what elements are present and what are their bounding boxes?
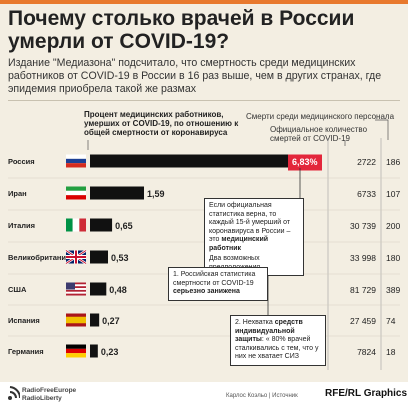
note-ppe-colon: :	[261, 336, 266, 343]
flag-usa-stripe	[66, 293, 86, 296]
official-deaths-value: 6733	[357, 189, 376, 199]
flag-usa-canton	[66, 282, 75, 290]
flag-usa-stripe	[66, 284, 86, 287]
medical-deaths-value: 200	[386, 221, 400, 231]
flag-iran-stripe	[66, 190, 86, 196]
flag-russia-stripe	[66, 158, 86, 164]
note-ppe-bold: средств индивидуальной защиты	[235, 319, 303, 343]
note-medical-worker-text: Если официальная статистика верна, то ка…	[209, 202, 291, 243]
flag-usa-stripe	[66, 289, 86, 292]
country-label: США	[8, 285, 27, 294]
bar-value-label: 0,23	[101, 347, 119, 357]
medical-deaths-value: 180	[386, 253, 400, 263]
top-accent-bar	[0, 0, 408, 4]
flag-italy-stripe	[66, 218, 73, 232]
flag-spain-band	[66, 316, 86, 324]
country-label: Великобритания	[8, 253, 70, 262]
flag-germany-stripe	[66, 353, 86, 358]
data-bar	[90, 282, 107, 296]
medical-deaths-value: 74	[386, 316, 396, 326]
data-bar	[90, 154, 322, 168]
note-statistics-text: 1. Российская статистика смертности от C…	[173, 271, 256, 287]
official-deaths-value: 30 739	[350, 221, 376, 231]
note-ppe-text: 2. Нехватка	[235, 319, 275, 326]
flag-usa-stripe	[66, 291, 86, 294]
page-title: Почему столько врачей в России умерли от…	[8, 7, 355, 53]
medical-deaths-value: 186	[386, 157, 400, 167]
flag-germany-stripe	[66, 344, 86, 349]
official-deaths-column-header: Официальное количество смертей от COVID-…	[270, 125, 368, 143]
medical-deaths-column-header: Смерти среди медицинского персонала	[246, 112, 395, 121]
data-bar	[90, 250, 109, 264]
rferl-graphics-brand: RFE/RL Graphics	[325, 388, 408, 399]
note-medical-worker-bold: медицинский работник	[209, 236, 269, 252]
data-bar	[90, 186, 145, 200]
flag-germany-stripe	[66, 348, 86, 354]
logo-line-1: RadioFreeEurope	[22, 387, 77, 394]
credit-text: Карлос Коэльо | Источник	[226, 393, 298, 399]
data-bar	[90, 313, 100, 327]
country-label: Италия	[8, 221, 35, 230]
official-deaths-value: 27 459	[350, 316, 376, 326]
flag-russia-stripe	[66, 163, 86, 168]
medical-deaths-value: 389	[386, 285, 400, 295]
flag-uk-cross-red	[66, 256, 86, 258]
flag-iran-stripe	[66, 195, 86, 200]
flag-italy-stripe	[79, 218, 87, 232]
data-bar	[90, 218, 113, 232]
flag-italy-stripe	[72, 218, 80, 232]
medical-deaths-value: 18	[386, 347, 396, 357]
rferl-logo: RadioFreeEurope RadioLiberty	[6, 384, 102, 404]
note-medical-worker: Если официальная статистика верна, то ка…	[204, 198, 304, 276]
logo-line-2: RadioLiberty	[22, 395, 62, 402]
official-deaths-value: 7824	[357, 347, 376, 357]
note-statistics: 1. Российская статистика смертности от C…	[168, 267, 268, 301]
data-bar	[90, 344, 98, 358]
country-label: Германия	[8, 347, 44, 356]
page-subtitle: Издание "Медиазона" подсчитало, что смер…	[8, 57, 382, 95]
bar-value-label: 6,83%	[292, 157, 318, 167]
note-ppe-rest: « 80% врачей сталкивались с тем, что у н…	[235, 336, 319, 360]
official-deaths-value: 2722	[357, 157, 376, 167]
note-statistics-bold: серьезно занижена	[173, 288, 240, 295]
note-ppe: 2. Нехватка средств индивидуальной защит…	[230, 315, 326, 366]
data-bar-highlight	[288, 154, 322, 168]
official-deaths-value: 33 998	[350, 253, 376, 263]
percent-column-header: Процент медицинских работников, умерших …	[84, 110, 239, 137]
footer	[0, 382, 408, 408]
bar-value-label: 0,48	[109, 285, 127, 295]
bar-value-label: 0,27	[102, 316, 120, 326]
flag-usa-stripe	[66, 282, 86, 285]
medical-deaths-value: 107	[386, 189, 400, 199]
official-deaths-value: 81 729	[350, 285, 376, 295]
header-leader-medical	[375, 119, 389, 140]
flag-usa-stripe	[66, 286, 86, 289]
country-label: Иран	[8, 189, 27, 198]
country-label: Россия	[8, 157, 35, 166]
flag-usa-stripe	[66, 288, 86, 290]
rferl-logo-icon	[8, 386, 20, 400]
flag-iran-stripe	[66, 186, 86, 191]
country-label: Испания	[8, 316, 40, 325]
bar-value-label: 0,53	[111, 253, 129, 263]
bar-value-label: 1,59	[147, 189, 165, 199]
highlight-underline	[288, 167, 322, 171]
flag-russia-stripe	[66, 154, 86, 159]
divider	[8, 100, 400, 101]
bar-value-label: 0,65	[115, 221, 133, 231]
